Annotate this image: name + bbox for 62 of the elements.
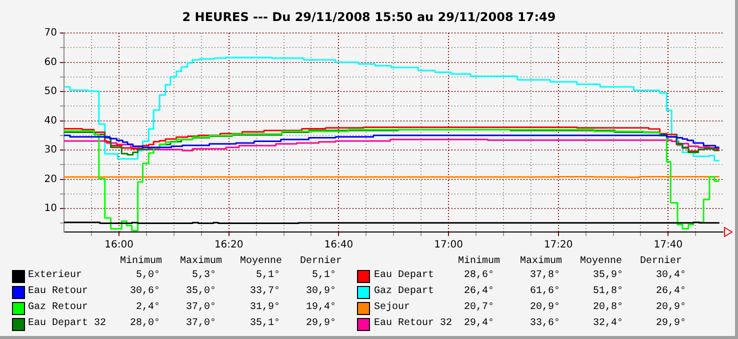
text: 5,1° <box>254 270 280 281</box>
y-tick-label: 50 <box>44 86 57 98</box>
legend-label: Sejour <box>374 302 410 313</box>
x-tick-label: 17:20 <box>544 240 573 251</box>
text: 35,1° <box>248 318 280 329</box>
text: 26,4° <box>654 286 686 297</box>
text: 31,9° <box>248 302 280 313</box>
text: Moyenne <box>580 256 622 267</box>
text: 28,6° <box>462 270 494 281</box>
text: 28,0° <box>128 318 160 329</box>
text: 29,9° <box>304 318 336 329</box>
y-tick-label: 60 <box>44 56 57 68</box>
text: Maximum <box>180 256 222 267</box>
x-tick-label: 16:00 <box>104 240 134 251</box>
text: 51,8° <box>592 286 623 297</box>
legend-label: Gaz Depart <box>374 286 434 297</box>
text: 37,0° <box>184 318 216 329</box>
text: Maximum <box>520 256 562 267</box>
text: 29,9° <box>654 318 686 329</box>
text: 30,9° <box>304 286 336 297</box>
text: 5,3° <box>190 270 216 281</box>
text: 29,4° <box>464 318 494 329</box>
text: 37,8° <box>528 270 560 281</box>
text: 32,4° <box>592 318 623 329</box>
legend-label: Eau Retour <box>28 286 88 297</box>
y-tick-label: 40 <box>44 115 57 126</box>
legend-label: Eau Depart 32 <box>28 318 106 329</box>
text: Minimum <box>458 256 500 267</box>
chart-title: 2 HEURES --- Du 29/11/2008 15:50 au 29/11/2008 17:49 <box>181 10 557 24</box>
text: Dernier <box>640 256 682 267</box>
text: 20,9° <box>528 302 560 313</box>
text: 20,7° <box>462 302 494 313</box>
legend-label: Gaz Retour <box>28 302 88 313</box>
text: 37,0° <box>184 302 216 313</box>
text: 19,4° <box>304 302 336 313</box>
x-tick-label: 17:40 <box>654 240 683 251</box>
text: 20,8° <box>592 302 623 313</box>
text: 35,9° <box>592 270 623 281</box>
text: Moyenne <box>240 256 282 267</box>
text: 5,1° <box>310 270 336 281</box>
y-tick-label: 20 <box>44 174 57 185</box>
text: 30,4° <box>654 270 686 281</box>
text: Minimum <box>120 256 162 267</box>
text: 26,4° <box>462 286 494 297</box>
text: 5,0° <box>134 270 160 281</box>
y-tick-label: 10 <box>44 203 57 214</box>
text: 20,9° <box>654 302 686 313</box>
text: 30,6° <box>128 286 160 297</box>
x-tick-label: 16:40 <box>324 240 354 251</box>
legend-label: Eau Retour 32 <box>374 318 452 329</box>
legend-label: Exterieur <box>28 270 82 281</box>
x-tick-label: 17:00 <box>434 240 463 251</box>
text: 33,6° <box>528 318 560 329</box>
y-tick-label: 30 <box>44 144 57 156</box>
x-tick-label: 16:20 <box>214 240 244 251</box>
text: 61,6° <box>528 286 560 297</box>
text: 2,4° <box>134 302 160 313</box>
legend-label: Eau Depart <box>374 270 434 281</box>
text: 35,0° <box>184 286 216 297</box>
text: 33,7° <box>248 286 280 297</box>
y-tick-label: 70 <box>44 28 57 39</box>
text: Dernier <box>300 256 342 267</box>
